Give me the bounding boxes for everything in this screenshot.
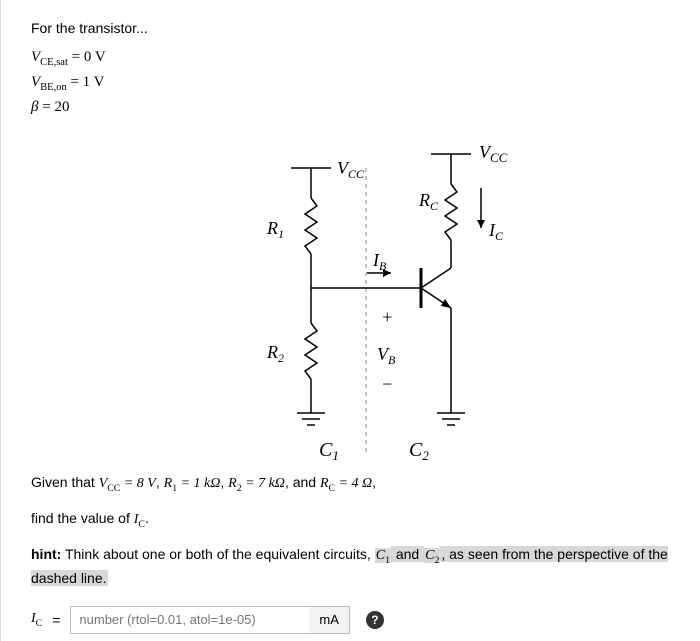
label-vcc-right: VCC (479, 142, 508, 165)
param-vcesat: VCE,sat = 0 V (31, 46, 670, 71)
param-vbeon: VBE,on = 1 V (31, 71, 670, 96)
resistor-r1 (305, 198, 317, 254)
label-minus: − (381, 374, 393, 394)
label-r2: R2 (266, 342, 284, 365)
unit-label: mA (309, 606, 350, 634)
label-ic: IC (488, 220, 504, 243)
param-beta: β = 20 (31, 96, 670, 119)
given-r2: R2 = 7 kΩ (228, 476, 285, 491)
ic-arrow-head (477, 220, 485, 228)
resistor-rc (445, 184, 457, 240)
find-var: IC (134, 512, 145, 527)
answer-input[interactable] (70, 606, 310, 634)
answer-lhs: IC (31, 611, 42, 629)
find-line: find the value of IC. (31, 510, 670, 530)
label-vcc-left: VCC (337, 158, 365, 181)
given-rc: RC = 4 Ω (320, 476, 372, 491)
hint-label: hint: (31, 546, 61, 562)
label-rc: RC (418, 190, 439, 213)
label-vb: VB (377, 344, 396, 367)
intro-text: For the transistor... (31, 20, 670, 36)
answer-eq: = (52, 612, 60, 628)
label-r1: R1 (266, 218, 284, 241)
hint-c1: C1 (375, 548, 391, 563)
given-prefix: Given that (31, 474, 99, 490)
circuit-diagram: VCC VCC R1 R2 RC IB IC + VB − C1 C2 (31, 128, 671, 468)
label-c2: C2 (409, 439, 429, 463)
given-line: Given that VCC = 8 V, R1 = 1 kΩ, R2 = 7 … (31, 474, 670, 494)
answer-row: IC = mA ? (31, 606, 670, 634)
given-vcc: VCC = 8 V (99, 476, 156, 491)
help-icon[interactable]: ? (366, 611, 384, 629)
circuit-svg: VCC VCC R1 R2 RC IB IC + VB − C1 C2 (31, 128, 671, 468)
emitter-arrow (441, 299, 451, 308)
label-plus: + (381, 307, 393, 327)
resistor-r2 (305, 323, 317, 379)
label-ib: IB (372, 250, 387, 273)
label-c1: C1 (319, 439, 339, 463)
transistor-params: VCE,sat = 0 V VBE,on = 1 V β = 20 (31, 46, 670, 118)
given-r1: R1 = 1 kΩ (164, 476, 221, 491)
hint-line: hint: Think about one or both of the equ… (31, 544, 670, 588)
hint-c2: C2 (424, 548, 440, 563)
